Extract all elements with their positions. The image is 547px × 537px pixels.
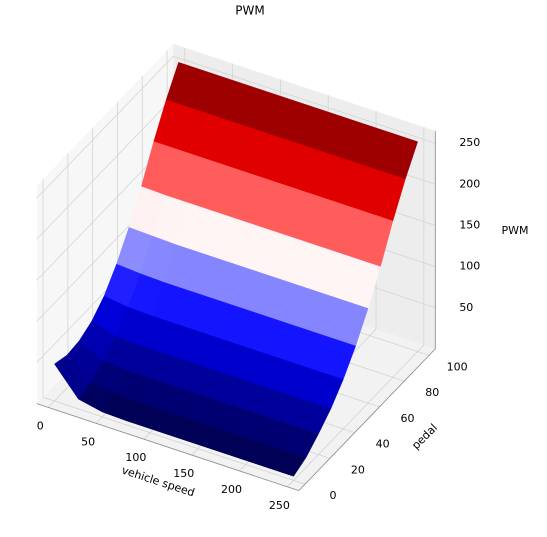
surface-facet xyxy=(269,449,307,477)
grid-line xyxy=(287,344,425,488)
grid-line xyxy=(173,55,436,144)
z-tick-label: 250 xyxy=(459,136,480,149)
grid-line xyxy=(42,396,306,485)
axis-line xyxy=(36,403,299,492)
y-tick-label: 0 xyxy=(330,489,337,502)
grid-line xyxy=(36,55,174,199)
surface xyxy=(54,62,418,477)
z-tick-label: 100 xyxy=(459,260,480,273)
y-tick-label: 20 xyxy=(351,463,365,476)
y-axis-label: pedal xyxy=(409,421,440,452)
axis-line xyxy=(298,348,436,491)
x-tick-label: 200 xyxy=(221,483,242,496)
y-tick-label: 80 xyxy=(425,386,439,399)
x-tick-label: 100 xyxy=(125,451,146,464)
y-tick-label: 40 xyxy=(376,438,390,451)
z-axis-label: PWM xyxy=(501,224,528,237)
y-tick-label: 60 xyxy=(400,412,414,425)
left-pane xyxy=(36,43,174,404)
y-tick-label: 100 xyxy=(447,360,468,373)
x-tick-label: 50 xyxy=(81,435,95,448)
x-tick-label: 150 xyxy=(173,467,194,480)
z-tick-label: 50 xyxy=(459,301,473,314)
labels: 0 50 100 150 200 250 0 20 40 60 80 100 50 100 150 200 25… xyxy=(37,136,481,512)
x-tick-label: 250 xyxy=(269,499,290,512)
x-tick-label: 0 xyxy=(37,419,44,432)
z-tick-label: 200 xyxy=(459,177,480,190)
grid-line xyxy=(36,97,174,240)
chart-title: PWM xyxy=(235,4,264,18)
z-tick-label: 150 xyxy=(459,218,480,231)
